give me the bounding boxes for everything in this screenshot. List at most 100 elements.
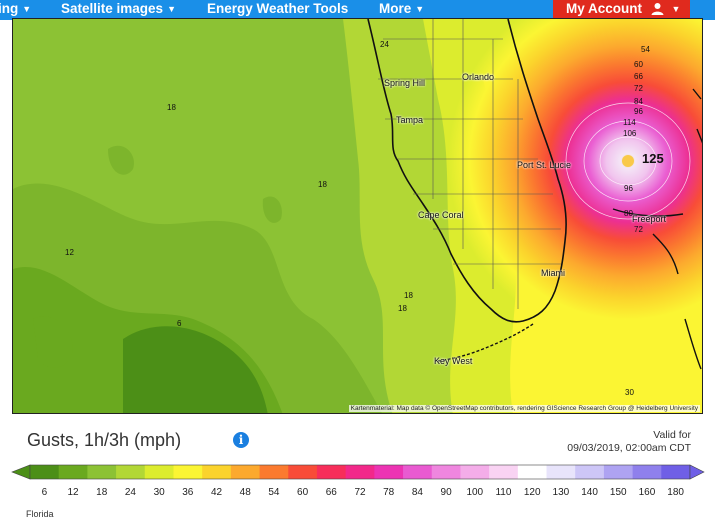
city-label-cape-coral: Cape Coral	[418, 210, 464, 220]
color-scale-ticks: 6 12 18 24 30 36 42 48 54 60 66 72 78 84 90 100 110 120 13…	[30, 487, 690, 501]
scale-arrow-right	[689, 464, 705, 480]
scale-swatch	[603, 465, 634, 479]
scale-tick-label: 72	[354, 487, 366, 498]
scale-swatch	[116, 465, 146, 479]
scale-tick-label: 130	[552, 487, 570, 498]
isoline-value: 96	[634, 107, 643, 116]
scale-swatch	[173, 465, 203, 479]
florida-keys	[437, 323, 534, 362]
isoline-value: 18	[318, 180, 327, 189]
scale-tick-label: 54	[268, 487, 280, 498]
isoline-value-max: 125	[642, 151, 664, 166]
city-label-miami: Miami	[541, 268, 565, 278]
scale-tick-label: 18	[96, 487, 108, 498]
florida-coastline	[367, 19, 567, 323]
city-label-freeport: Freeport	[632, 214, 667, 224]
my-account-button[interactable]: My Account ▼	[553, 0, 690, 20]
scale-tick-label: 84	[411, 487, 423, 498]
scale-swatch	[575, 465, 605, 479]
color-scale-bar	[11, 464, 705, 480]
isoline-value: 96	[624, 184, 633, 193]
scale-swatch	[58, 465, 88, 479]
chevron-down-icon: ▼	[167, 4, 176, 14]
info-icon[interactable]: i	[233, 432, 249, 448]
scale-tick-label: 48	[239, 487, 251, 498]
isoline-value: 6	[177, 319, 182, 328]
next-section-label: Florida	[26, 509, 54, 519]
isoline-value: 114	[623, 118, 636, 127]
scale-swatch	[403, 465, 433, 479]
scale-swatch	[374, 465, 404, 479]
scale-swatch	[489, 465, 519, 479]
top-navbar: ing ▼ Satellite images ▼ Energy Weather To…	[0, 0, 715, 20]
scale-tick-label: 150	[609, 487, 627, 498]
scale-tick-label: 30	[153, 487, 165, 498]
map-attribution: Kartenmaterial: Map data © OpenStreetMap…	[348, 405, 700, 412]
scale-swatch	[87, 465, 117, 479]
scale-tick-label: 110	[495, 487, 512, 498]
chevron-down-icon: ▼	[671, 4, 681, 14]
scale-tick-label: 90	[440, 487, 452, 498]
scale-swatch	[259, 465, 289, 479]
scale-tick-label: 60	[297, 487, 309, 498]
scale-arrow-left	[11, 464, 31, 480]
scale-swatch	[230, 465, 261, 479]
chevron-down-icon: ▼	[415, 4, 425, 14]
isoline-value: 66	[634, 72, 643, 81]
scale-swatch	[460, 465, 490, 479]
scale-swatch	[517, 465, 548, 479]
city-label-key-west: Key West	[434, 356, 473, 366]
scale-tick-label: 140	[581, 487, 598, 498]
scale-tick-label: 100	[466, 487, 484, 498]
isoline-value: 84	[634, 97, 643, 106]
scale-tick-label: 36	[182, 487, 194, 498]
legend-title: Gusts, 1h/3h (mph)	[27, 430, 182, 450]
isoline-value: 80	[624, 209, 633, 218]
city-label-tampa: Tampa	[396, 115, 424, 125]
scale-swatch	[316, 465, 347, 479]
isoline-value: 30	[625, 388, 634, 397]
nav-item-more[interactable]: More ▼	[379, 1, 425, 16]
county-lines	[378, 19, 561, 309]
isoline-value: 106	[623, 129, 637, 138]
isoline-value: 72	[634, 225, 643, 234]
user-icon	[651, 3, 664, 15]
gust-field	[13, 19, 702, 413]
scale-tick-label: 24	[124, 487, 136, 498]
scale-tick-label: 12	[67, 487, 79, 498]
storm-isolines	[565, 102, 691, 220]
isoline-value: 18	[404, 291, 413, 300]
scale-swatch	[345, 465, 375, 479]
city-label-port-st-lucie: Port St. Lucie	[517, 160, 572, 170]
scale-tick-label: 66	[325, 487, 337, 498]
scale-tick-label: 42	[210, 487, 223, 498]
chevron-down-icon: ▼	[22, 4, 32, 14]
isoline-value: 54	[641, 45, 650, 54]
scale-swatch	[144, 465, 174, 479]
isoline-value: 24	[380, 40, 389, 49]
isoline-value: 18	[398, 304, 407, 313]
scale-tick-label: 6	[41, 487, 48, 498]
scale-swatch	[546, 465, 576, 479]
isoline-value: 12	[65, 248, 74, 257]
scale-tick-label: 78	[383, 487, 395, 498]
isoline-value: 72	[634, 84, 643, 93]
nav-item-forecast[interactable]: ing ▼	[0, 1, 32, 16]
scale-swatch	[661, 465, 691, 479]
scale-swatch	[288, 465, 318, 479]
isoline-value: 60	[634, 60, 643, 69]
isoline-value: 18	[167, 103, 176, 112]
weather-map[interactable]: Spring Hill Orlando Tampa Port St. Lucie…	[12, 18, 703, 414]
scale-swatch	[632, 465, 662, 479]
nav-item-energy-weather-tools[interactable]: Energy Weather Tools	[207, 1, 349, 16]
scale-tick-label: 160	[638, 487, 656, 498]
valid-time: Valid for 09/03/2019, 02:00am CDT	[567, 429, 691, 454]
bahamas-islands	[612, 88, 702, 370]
scale-tick-label: 120	[523, 487, 541, 498]
scale-tick-label: 180	[667, 487, 684, 498]
scale-swatch	[30, 465, 60, 479]
city-label-orlando: Orlando	[462, 72, 495, 82]
city-label-spring-hill: Spring Hill	[384, 78, 426, 88]
scale-swatch	[202, 465, 232, 479]
nav-item-satellite-images[interactable]: Satellite images ▼	[61, 1, 176, 16]
